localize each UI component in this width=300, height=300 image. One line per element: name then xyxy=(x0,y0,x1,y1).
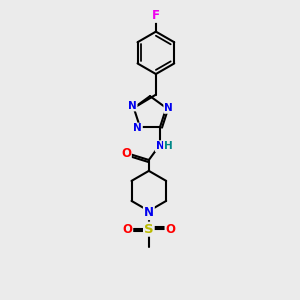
Text: N: N xyxy=(133,124,142,134)
Text: O: O xyxy=(121,147,131,160)
Text: O: O xyxy=(122,223,132,236)
Text: N: N xyxy=(144,206,154,219)
Text: N: N xyxy=(156,141,164,151)
Text: S: S xyxy=(144,223,154,236)
Text: N: N xyxy=(164,103,173,113)
Text: N: N xyxy=(128,100,137,111)
Text: O: O xyxy=(166,223,176,236)
Text: F: F xyxy=(152,9,160,22)
Text: H: H xyxy=(164,141,173,151)
